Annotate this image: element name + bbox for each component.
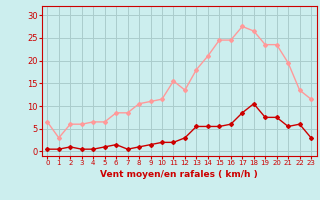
X-axis label: Vent moyen/en rafales ( km/h ): Vent moyen/en rafales ( km/h ) — [100, 170, 258, 179]
